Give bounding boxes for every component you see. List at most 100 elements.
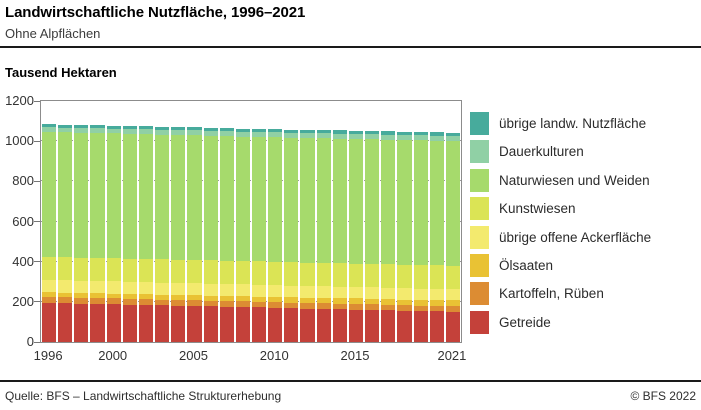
y-tick-mark xyxy=(34,341,40,343)
bar-segment-naturwiesen-und-weiden xyxy=(42,131,57,257)
y-tick-label: 1200 xyxy=(5,93,34,108)
bar-segment-brige-offene-ackerfl-che xyxy=(74,280,89,294)
bar-segment-kartoffeln-r-ben xyxy=(219,301,234,307)
x-tick-label: 1996 xyxy=(33,348,63,363)
bar-segment-naturwiesen-und-weiden xyxy=(58,132,73,258)
bar-segment-kunstwiesen xyxy=(203,260,218,284)
bar-segment-brige-offene-ackerfl-che xyxy=(122,281,137,295)
legend-label: Kartoffeln, Rüben xyxy=(499,286,604,302)
legend-item-kunstwiesen: Kunstwiesen xyxy=(470,197,651,221)
bar-segment-brige-landw-nutzfl-che xyxy=(268,129,283,133)
bar-segment-brige-landw-nutzfl-che xyxy=(187,127,202,131)
bar-segment-brige-offene-ackerfl-che xyxy=(365,287,380,299)
bar-segment-getreide xyxy=(413,311,428,342)
bar-segment-getreide xyxy=(252,307,267,342)
bar-segment-kunstwiesen xyxy=(58,257,73,281)
bar-2004 xyxy=(171,126,186,342)
bar-segment-lsaaten xyxy=(235,296,251,302)
bar-segment-dauerkulturen xyxy=(429,135,444,141)
bar-segment-naturwiesen-und-weiden xyxy=(252,136,267,262)
bar-segment-brige-offene-ackerfl-che xyxy=(397,288,412,300)
y-tick-label: 1000 xyxy=(5,133,34,149)
bar-segment-naturwiesen-und-weiden xyxy=(219,136,234,261)
bar-segment-dauerkulturen xyxy=(445,136,461,142)
bar-segment-brige-offene-ackerfl-che xyxy=(171,282,186,295)
bar-segment-getreide xyxy=(219,306,234,342)
bar-segment-naturwiesen-und-weiden xyxy=(74,132,89,258)
bar-segment-naturwiesen-und-weiden xyxy=(171,134,186,260)
bar-segment-lsaaten xyxy=(122,294,137,299)
source-note: Quelle: BFS – Landwirtschaftliche Strukt… xyxy=(5,389,282,403)
y-axis: 0 200 400 600 800 1000 1200 xyxy=(0,93,34,349)
bar-segment-brige-landw-nutzfl-che xyxy=(332,130,347,134)
bar-segment-dauerkulturen xyxy=(187,130,202,136)
bar-2018 xyxy=(397,131,412,342)
bar-segment-dauerkulturen xyxy=(42,127,57,132)
bar-segment-kartoffeln-r-ben xyxy=(348,304,364,310)
bar-segment-brige-landw-nutzfl-che xyxy=(155,126,170,130)
bar-segment-naturwiesen-und-weiden xyxy=(122,133,137,259)
y-tick-label: 600 xyxy=(12,213,34,229)
bar-2008 xyxy=(235,128,251,342)
bar-2013 xyxy=(316,130,331,342)
bar-segment-naturwiesen-und-weiden xyxy=(235,136,251,262)
bar-segment-brige-landw-nutzfl-che xyxy=(300,129,315,134)
bar-segment-lsaaten xyxy=(155,294,170,300)
bar-segment-kunstwiesen xyxy=(219,260,234,284)
bar-segment-brige-offene-ackerfl-che xyxy=(348,287,364,299)
bar-segment-getreide xyxy=(155,305,170,342)
bar-segment-dauerkulturen xyxy=(219,131,234,137)
x-tick-label: 2021 xyxy=(437,348,467,363)
bar-segment-dauerkulturen xyxy=(171,129,186,135)
bar-2012 xyxy=(300,129,315,342)
y-tick-label: 0 xyxy=(26,334,34,349)
bar-segment-dauerkulturen xyxy=(413,135,428,141)
bar-segment-kunstwiesen xyxy=(187,259,202,284)
bar-segment-kunstwiesen xyxy=(413,264,428,289)
bar-segment-getreide xyxy=(106,304,121,342)
y-tick-label: 400 xyxy=(12,253,34,269)
bar-segment-kunstwiesen xyxy=(365,263,380,288)
y-tick-mark xyxy=(34,180,40,182)
bar-segment-brige-landw-nutzfl-che xyxy=(365,131,380,135)
x-tick-label: 2015 xyxy=(340,348,370,363)
bar-segment-lsaaten xyxy=(74,293,89,298)
bar-segment-brige-landw-nutzfl-che xyxy=(252,128,267,132)
bar-1997 xyxy=(58,124,73,342)
legend: übrige landw. Nutzfläche Dauerkulturen Nat… xyxy=(470,112,651,334)
bar-segment-dauerkulturen xyxy=(397,135,412,141)
bar-segment-brige-offene-ackerfl-che xyxy=(138,282,154,295)
y-tick-mark xyxy=(34,100,40,102)
legend-label: Getreide xyxy=(499,314,551,330)
bar-segment-kartoffeln-r-ben xyxy=(365,304,380,311)
bar-segment-brige-offene-ackerfl-che xyxy=(316,286,331,299)
bar-segment-lsaaten xyxy=(42,292,57,297)
bar-segment-lsaaten xyxy=(300,297,315,304)
bar-segment-kartoffeln-r-ben xyxy=(300,303,315,309)
bar-segment-kartoffeln-r-ben xyxy=(316,303,331,310)
bar-segment-brige-offene-ackerfl-che xyxy=(381,288,396,300)
bar-segment-brige-landw-nutzfl-che xyxy=(445,132,461,137)
bar-segment-getreide xyxy=(429,311,444,342)
bar-segment-naturwiesen-und-weiden xyxy=(203,135,218,261)
bar-segment-naturwiesen-und-weiden xyxy=(187,135,202,260)
bar-segment-lsaaten xyxy=(429,300,444,307)
bar-segment-kunstwiesen xyxy=(122,258,137,282)
bar-segment-brige-landw-nutzfl-che xyxy=(284,129,299,133)
bar-segment-getreide xyxy=(58,303,73,342)
bar-segment-kunstwiesen xyxy=(332,263,347,287)
bar-segment-kunstwiesen xyxy=(171,259,186,283)
bar-segment-brige-offene-ackerfl-che xyxy=(219,283,234,296)
bar-segment-naturwiesen-und-weiden xyxy=(106,133,121,259)
bar-segment-getreide xyxy=(171,305,186,342)
bar-2009 xyxy=(252,128,267,342)
page-subtitle: Ohne Alpflächen xyxy=(5,26,101,41)
bar-segment-brige-landw-nutzfl-che xyxy=(316,130,331,134)
bar-segment-kartoffeln-r-ben xyxy=(58,297,73,304)
bar-segment-brige-offene-ackerfl-che xyxy=(332,286,347,299)
bar-segment-lsaaten xyxy=(203,295,218,301)
legend-item-getreide: Getreide xyxy=(470,310,651,334)
legend-label: Ölsaaten xyxy=(499,257,554,273)
bar-segment-lsaaten xyxy=(58,292,73,298)
